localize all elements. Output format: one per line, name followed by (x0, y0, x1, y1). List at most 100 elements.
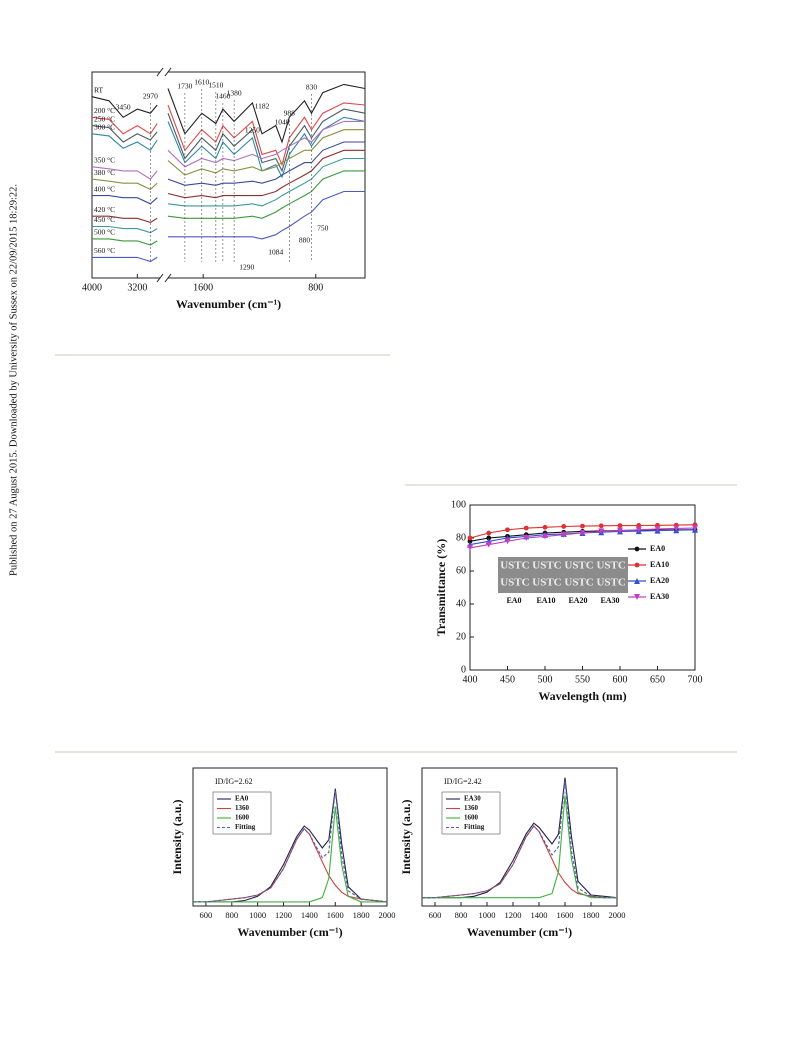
marker (598, 523, 604, 529)
y-axis-label: Intensity (a.u.) (170, 799, 184, 874)
x-tick-label: 1400 (531, 910, 548, 920)
series-label: 400 °C (94, 184, 115, 193)
legend-label: EA20 (650, 576, 669, 585)
peak-label: 1084 (268, 248, 283, 257)
inset-label: EA20 (568, 596, 587, 605)
marker (580, 523, 585, 529)
peak-label: 880 (299, 236, 311, 245)
marker (634, 562, 640, 568)
marker (617, 523, 623, 529)
marker (523, 535, 530, 541)
x-axis-label: Wavenumber (cm⁻¹) (176, 297, 281, 311)
marker (560, 531, 567, 538)
inset-text: USTC USTC USTC USTC (500, 577, 626, 589)
series-line (193, 827, 388, 903)
x-tick-label: 800 (455, 910, 468, 920)
marker (654, 525, 661, 532)
break-mark (156, 67, 164, 77)
marker (692, 525, 698, 532)
peak-label: 1460 (215, 92, 230, 101)
x-tick-label: 700 (688, 674, 703, 685)
peak-label: 1730 (177, 82, 192, 91)
x-tick-label: 550 (575, 674, 590, 685)
x-tick-label: 2000 (609, 910, 626, 920)
series-label: 420 °C (94, 205, 115, 214)
series-line (422, 795, 617, 899)
y-tick-label: 0 (461, 664, 466, 675)
plot-frame (91, 71, 366, 279)
break-mark (164, 273, 172, 283)
peak-label: 1040 (274, 118, 289, 127)
marker (579, 530, 586, 537)
series-label: 560 °C (94, 246, 115, 255)
legend-label: EA10 (650, 560, 669, 569)
inset-text: USTC USTC USTC USTC (500, 560, 626, 572)
x-tick-label: 1800 (353, 910, 370, 920)
peak-label: 1380 (227, 89, 242, 98)
series-line (91, 129, 365, 191)
x-tick-label: 400 (463, 674, 478, 685)
marker (542, 524, 548, 530)
x-tick-label: 1600 (327, 910, 344, 920)
marker (635, 526, 642, 533)
plot-frame (192, 767, 388, 907)
marker (467, 544, 473, 551)
ratio-label: ID/IG=2.42 (444, 777, 482, 786)
series-label: 250 °C (94, 114, 115, 123)
series-line (91, 116, 366, 179)
inset-photo (498, 557, 628, 593)
marker (485, 541, 492, 548)
marker (634, 546, 640, 552)
x-tick-label: 500 (538, 674, 553, 685)
marker (634, 578, 640, 584)
x-axis-label: Wavenumber (cm⁻¹) (237, 925, 342, 939)
marker (617, 527, 623, 534)
series-line (91, 102, 366, 167)
marker (505, 527, 510, 533)
marker (634, 594, 640, 600)
x-tick-label: 450 (500, 674, 515, 685)
series-line (92, 170, 365, 246)
marker (467, 538, 473, 544)
marker (561, 524, 567, 529)
break-mark (164, 67, 172, 77)
inset-label: EA10 (536, 596, 555, 605)
peak-label: 1250 (245, 126, 260, 135)
series-label: 350 °C (94, 155, 115, 164)
legend-label: 1360 (235, 804, 250, 812)
legend-label: Fitting (464, 823, 485, 831)
series-label: 300 °C (94, 123, 115, 132)
x-tick-label: 3200 (127, 282, 147, 293)
marker (598, 528, 605, 535)
legend-label: EA30 (650, 592, 669, 601)
x-tick-label: 2000 (379, 910, 396, 920)
marker (673, 525, 680, 532)
series-line (193, 806, 387, 903)
marker (486, 535, 492, 541)
y-tick-label: 60 (456, 565, 466, 576)
x-axis-label: Wavenumber (cm⁻¹) (467, 925, 572, 939)
x-tick-label: 800 (308, 282, 323, 293)
series-line (92, 190, 365, 263)
peak-label: 988 (284, 109, 296, 118)
series-line (91, 108, 366, 173)
break-mark (156, 273, 164, 283)
peak-label: 1290 (239, 263, 254, 272)
x-tick-label: 1600 (193, 282, 213, 293)
ratio-label: ID/IG=2.62 (215, 777, 253, 786)
peak-label: 3450 (116, 103, 131, 112)
legend-label: Fitting (235, 823, 256, 831)
inset-label: EA0 (506, 596, 521, 605)
series-label: 200 °C (94, 106, 115, 115)
marker (523, 525, 529, 531)
peak-label: 750 (317, 224, 329, 233)
side-note: Published on 27 August 2015. Downloaded … (8, 184, 19, 576)
legend-label: 1360 (464, 804, 479, 812)
x-axis-label: Wavelength (nm) (538, 689, 626, 703)
y-axis-label: Intensity (a.u.) (399, 799, 413, 874)
y-tick-label: 100 (451, 499, 466, 510)
series-line (193, 790, 388, 903)
x-tick-label: 600 (613, 674, 628, 685)
